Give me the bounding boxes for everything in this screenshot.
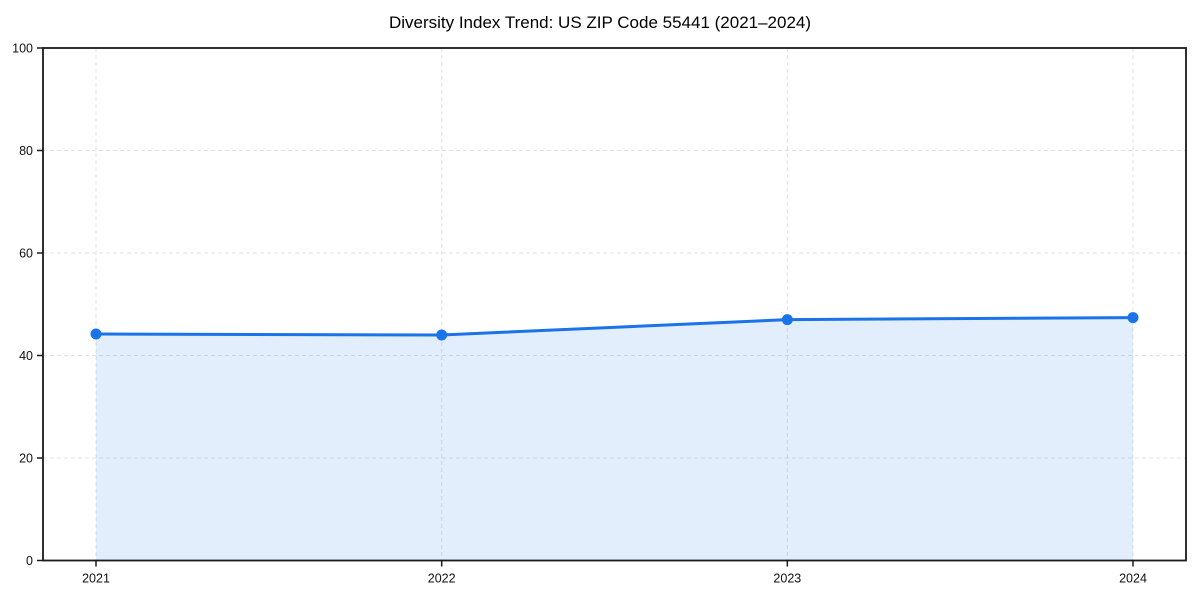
y-tick-label: 80 xyxy=(19,144,33,158)
chart-title: Diversity Index Trend: US ZIP Code 55441… xyxy=(388,13,812,32)
data-point-2024 xyxy=(1127,312,1139,324)
x-tick-label: 2024 xyxy=(1119,572,1147,586)
data-point-2022 xyxy=(436,329,448,341)
trend-line xyxy=(94,316,1135,337)
data-point-2021 xyxy=(90,328,102,340)
y-tick-label: 40 xyxy=(19,349,33,363)
y-tick-label: 0 xyxy=(26,554,33,568)
y-tick-label: 60 xyxy=(19,247,33,261)
x-tick-label: 2022 xyxy=(428,572,456,586)
trend-area xyxy=(96,317,1133,561)
x-tick-label: 2023 xyxy=(773,572,801,586)
y-tick-label: 100 xyxy=(12,42,33,56)
x-tick-label: 2021 xyxy=(82,572,110,586)
plot-border xyxy=(42,47,1187,562)
data-point-2023 xyxy=(781,314,793,326)
y-tick-label: 20 xyxy=(19,452,33,466)
